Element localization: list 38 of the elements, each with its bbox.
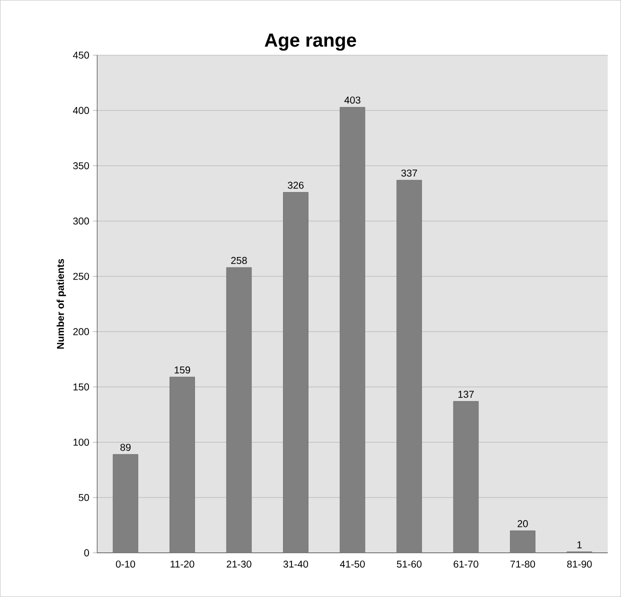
x-tick-label: 71-80 (510, 560, 536, 568)
bar (510, 530, 536, 553)
data-label: 20 (518, 520, 528, 528)
y-tick-label: 250 (73, 272, 89, 280)
data-label: 403 (344, 96, 360, 104)
bar (396, 180, 422, 553)
y-axis-title: Number of patients (56, 259, 66, 349)
x-tick-label: 51-60 (396, 560, 422, 568)
y-tick-label: 200 (73, 328, 89, 336)
bar (170, 376, 195, 553)
y-tick-label: 100 (74, 438, 89, 446)
data-label: 1 (577, 541, 582, 548)
y-tick-label: 300 (73, 218, 89, 225)
data-label: 326 (288, 182, 304, 189)
y-tick-label: 50 (78, 494, 89, 502)
data-label: 89 (120, 444, 131, 451)
bar (453, 401, 479, 553)
bar (112, 454, 138, 553)
bar (283, 192, 308, 553)
bar (340, 106, 366, 553)
data-label: 137 (458, 390, 474, 398)
data-label: 159 (174, 366, 190, 374)
y-tick-label: 450 (73, 52, 89, 59)
y-tick-label: 350 (73, 162, 89, 170)
data-label: 337 (401, 170, 418, 177)
bar (226, 267, 252, 553)
x-tick-label: 21-30 (226, 560, 252, 568)
y-tick-label: 0 (84, 549, 89, 556)
y-tick-label: 400 (73, 106, 89, 114)
x-tick-label: 31-40 (283, 560, 308, 568)
chart-title: Age range (264, 34, 356, 51)
x-tick-label: 11-20 (170, 560, 194, 568)
data-label: 258 (231, 256, 247, 264)
y-tick-label: 150 (74, 383, 89, 390)
x-tick-label: 81-90 (567, 560, 592, 568)
x-tick-label: 0-10 (116, 560, 136, 568)
x-tick-label: 61-70 (454, 560, 478, 568)
x-tick-label: 41-50 (340, 560, 365, 568)
